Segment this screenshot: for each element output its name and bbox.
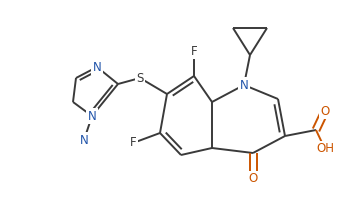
Text: N: N xyxy=(88,110,96,123)
Text: N: N xyxy=(93,61,101,74)
Text: N: N xyxy=(240,78,248,91)
Text: F: F xyxy=(130,137,136,150)
Text: N: N xyxy=(80,133,88,146)
Text: S: S xyxy=(136,71,144,84)
Text: OH: OH xyxy=(316,143,334,156)
Text: F: F xyxy=(191,44,197,57)
Text: O: O xyxy=(320,104,330,117)
Text: O: O xyxy=(248,172,258,185)
